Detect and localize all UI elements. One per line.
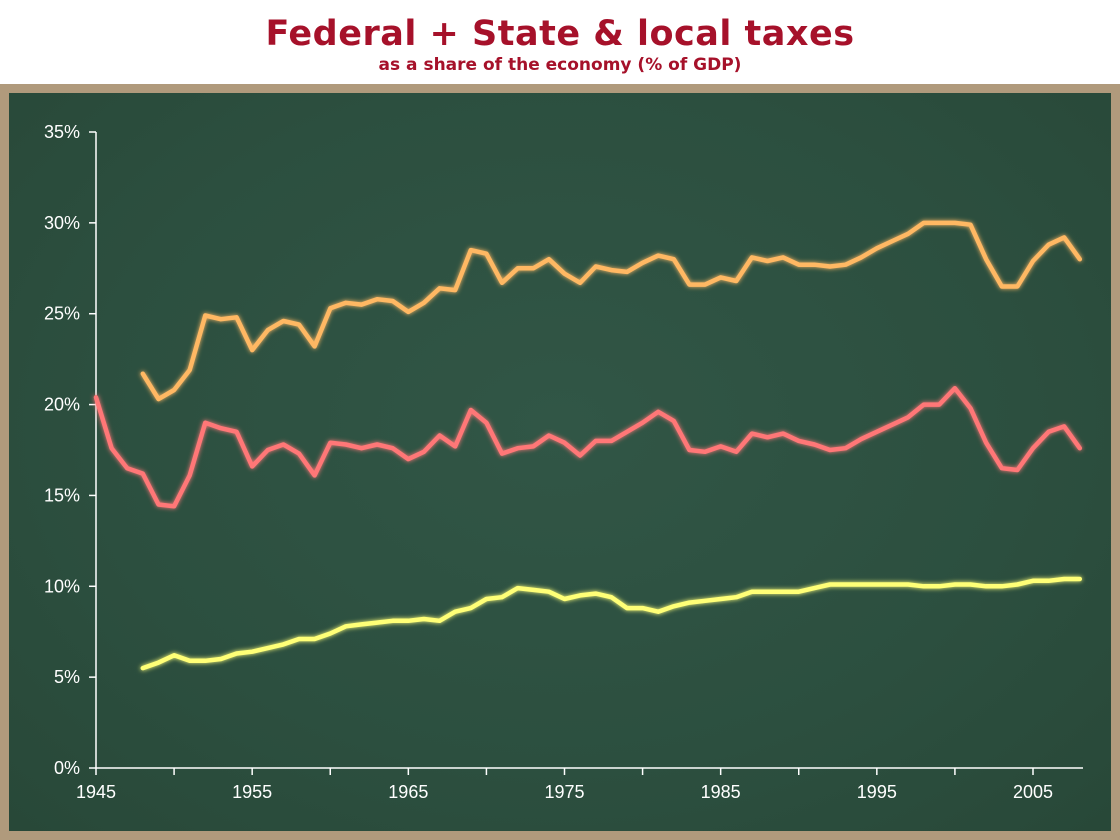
y-tick-label: 25%	[44, 304, 80, 324]
chart-title: Federal + State & local taxes	[265, 14, 855, 54]
y-tick-label: 5%	[54, 667, 80, 687]
x-tick-label: 1995	[857, 782, 897, 802]
x-tick-label: 1945	[76, 782, 116, 802]
series-line-2	[93, 385, 1083, 509]
series-layer	[93, 220, 1083, 671]
axes: 0% 5% 10% 15% 20% 25% 30% 35% 1945 1955 1965 1975 19…	[44, 122, 1083, 802]
x-tick-label: 1955	[232, 782, 272, 802]
x-tick-label: 1985	[701, 782, 741, 802]
y-tick-label: 35%	[44, 122, 80, 142]
y-tick-label: 30%	[44, 213, 80, 233]
x-tick-label: 1965	[388, 782, 428, 802]
x-tick-label: 2005	[1013, 782, 1053, 802]
chart-subtitle: as a share of the economy (% of GDP)	[378, 55, 742, 75]
y-tick-label: 10%	[44, 576, 80, 596]
y-tick-label: 15%	[44, 485, 80, 505]
series-line-3	[140, 576, 1083, 671]
y-tick-label: 0%	[54, 758, 80, 778]
y-tick-label: 20%	[44, 395, 80, 415]
series-line-1	[140, 220, 1083, 402]
chart-header: Federal + State & local taxes as a share…	[0, 0, 1120, 84]
x-tick-label: 1975	[544, 782, 584, 802]
